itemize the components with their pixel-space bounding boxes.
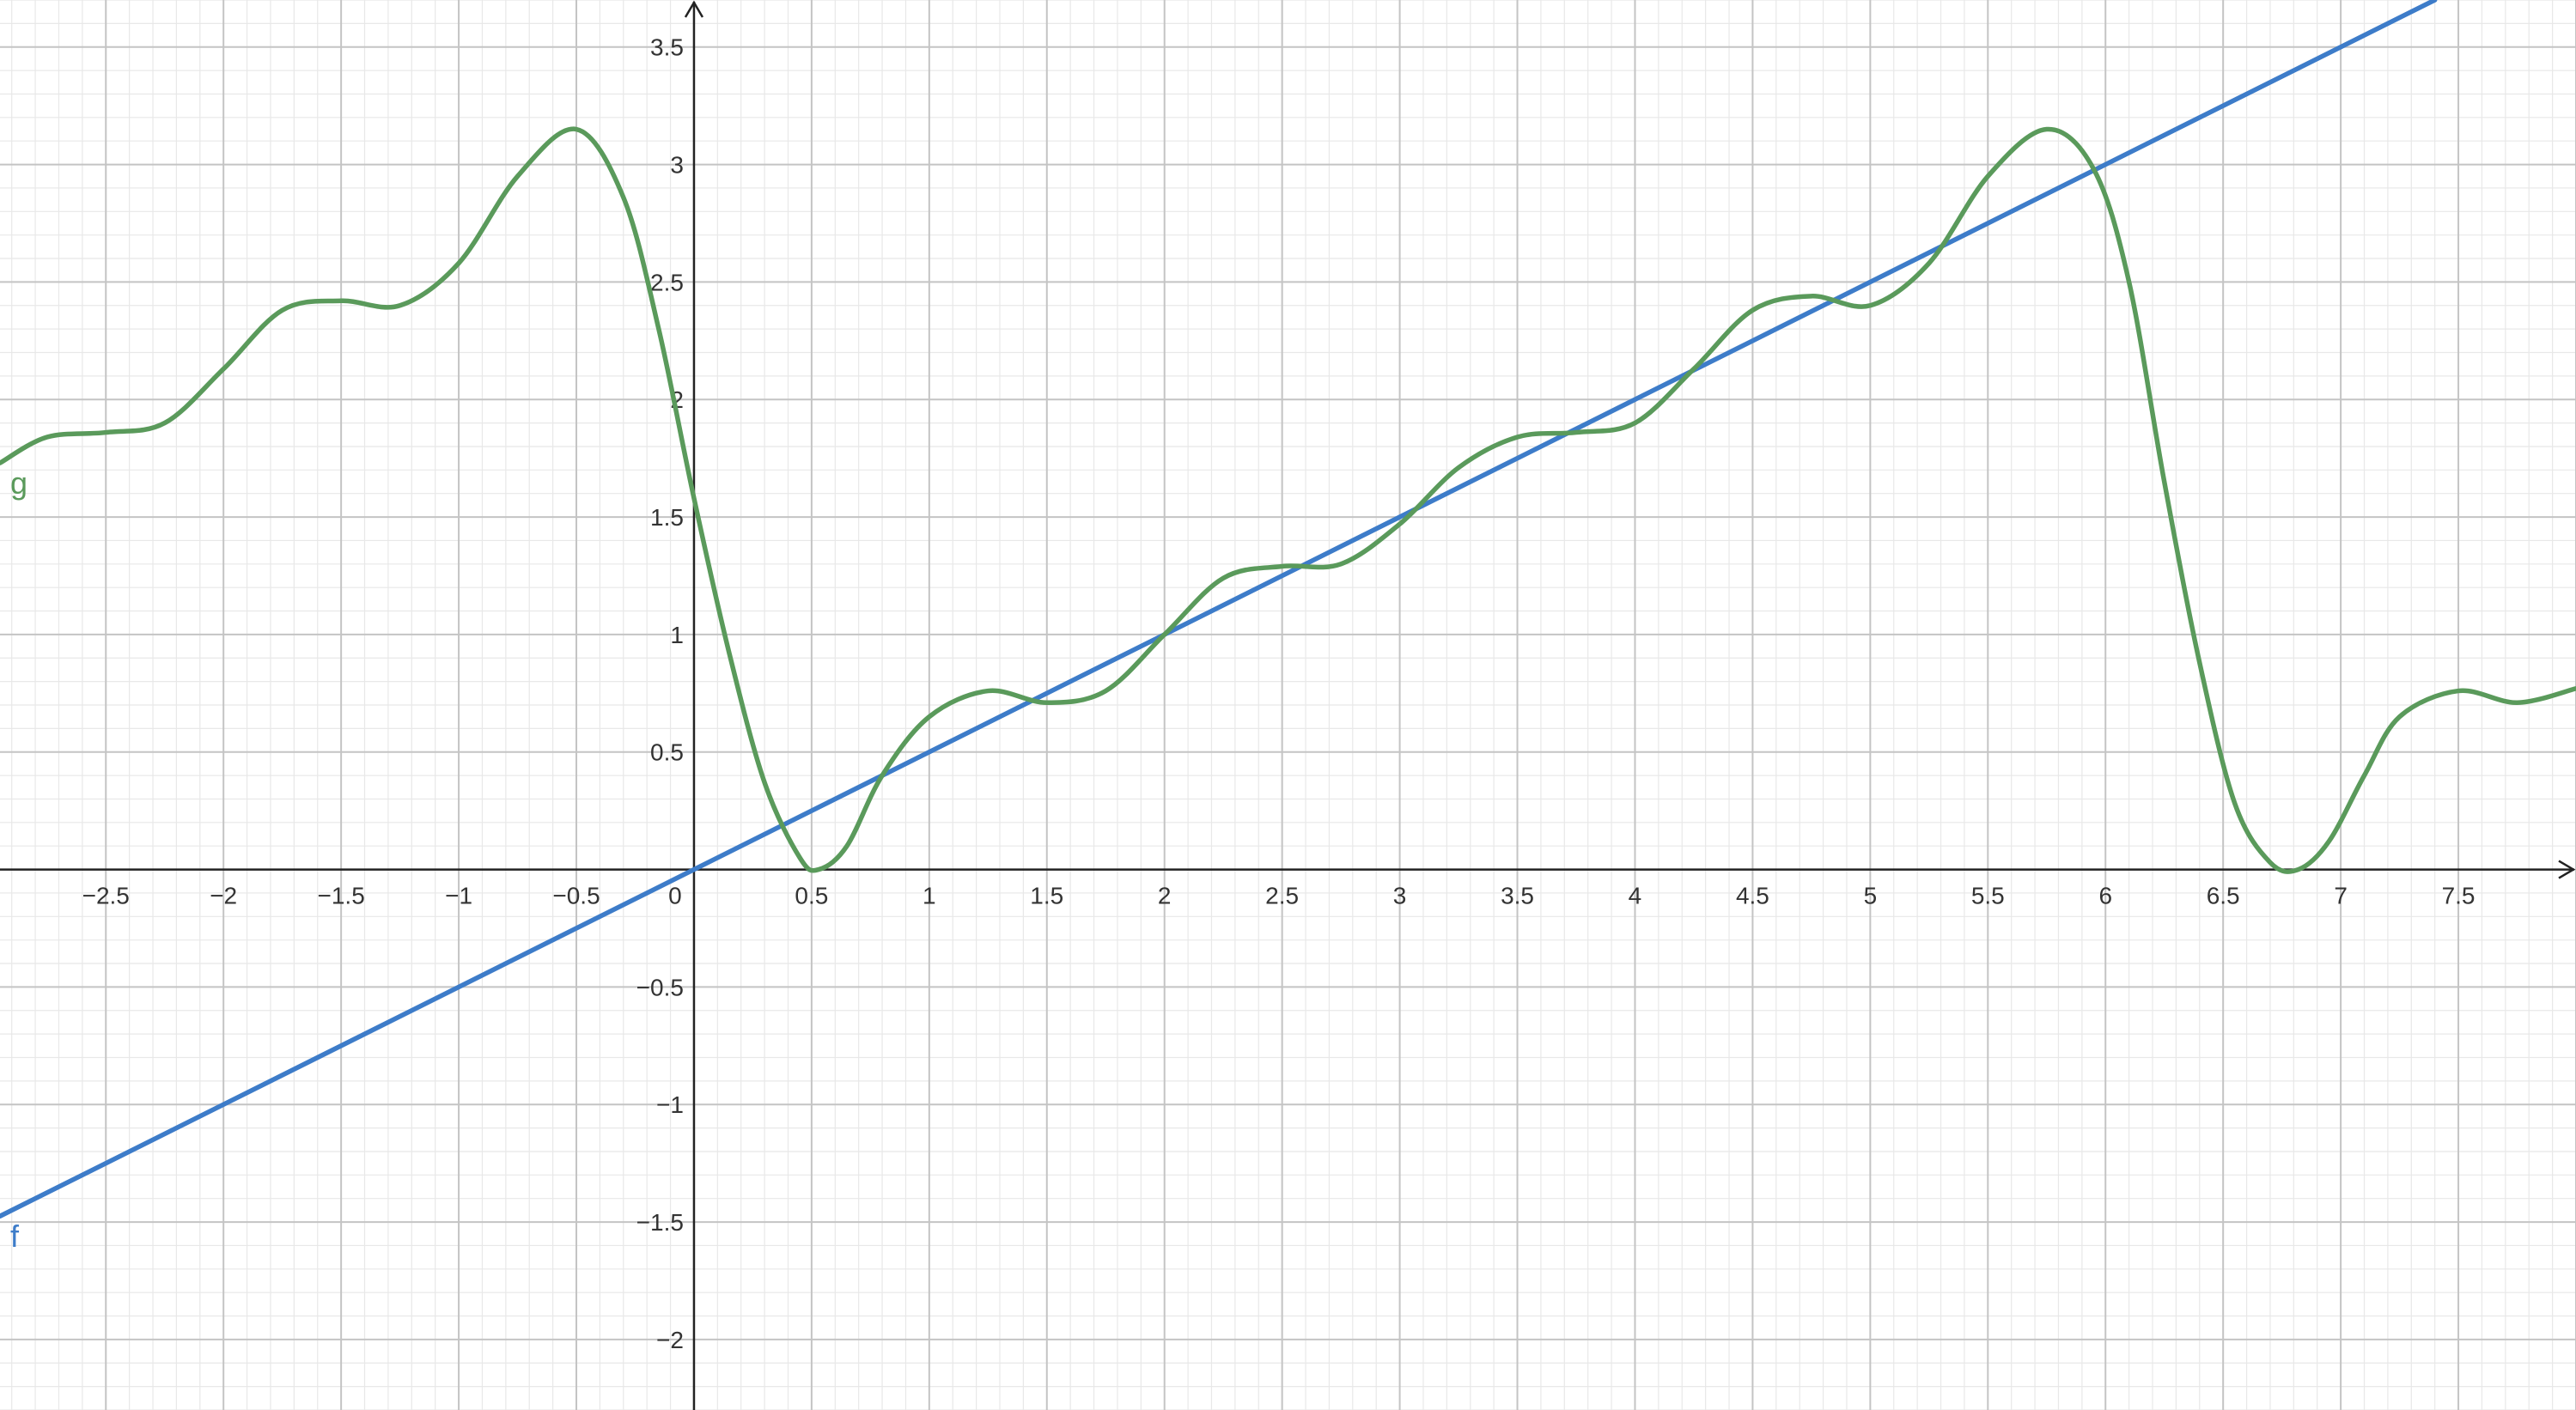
y-tick-label: 0.5: [650, 739, 684, 766]
series-g-label: g: [10, 465, 27, 501]
series-f-line[interactable]: [0, 0, 2438, 1219]
x-tick-label: 2: [1158, 883, 1172, 909]
x-tick-label: −2: [210, 883, 237, 909]
x-tick-label: 6: [2098, 883, 2112, 909]
series-labels: fg: [10, 465, 27, 1254]
x-tick-labels: −2.5 −2 −1.5 −1 −0.5 0 0.5 1 1.5 2 2.5 3 3.5 4 4.5 5 5.5…: [82, 883, 2476, 909]
y-tick-label: −0.5: [636, 974, 684, 1000]
x-tick-label: 5.5: [1971, 883, 2005, 909]
y-tick-label: 2.5: [650, 269, 684, 295]
y-tick-label: 3.5: [650, 34, 684, 61]
x-tick-label: 1.5: [1030, 883, 1063, 909]
x-tick-label: 3: [1393, 883, 1407, 909]
x-tick-label: 0.5: [795, 883, 828, 909]
x-tick-label: 3.5: [1501, 883, 1534, 909]
x-tick-label: 7.5: [2442, 883, 2476, 909]
x-tick-label: 4.5: [1736, 883, 1769, 909]
x-tick-label: 1: [923, 883, 936, 909]
x-tick-label: 4: [1629, 883, 1642, 909]
series-f-label: f: [10, 1219, 20, 1254]
x-tick-label: 2.5: [1265, 883, 1299, 909]
y-tick-labels: −2−1.5−1−0.50.511.522.533.5: [636, 34, 684, 1353]
x-tick-label: 5: [1864, 883, 1878, 909]
series-g-line[interactable]: [0, 126, 2576, 874]
y-tick-label: 3: [670, 152, 684, 179]
x-axis-arrow: [2558, 860, 2576, 879]
x-tick-label: 7: [2334, 883, 2348, 909]
y-tick-label: −1.5: [636, 1209, 684, 1236]
series-layer: [0, 0, 2576, 1219]
y-tick-label: 1.5: [650, 504, 684, 531]
y-tick-label: −2: [656, 1327, 684, 1353]
x-tick-label: −0.5: [552, 883, 600, 909]
x-tick-label: 0: [668, 883, 682, 909]
y-tick-label: −1: [656, 1091, 684, 1118]
y-axis-arrow: [684, 0, 704, 18]
x-tick-label: −2.5: [82, 883, 130, 909]
x-tick-label: 6.5: [2207, 883, 2240, 909]
y-tick-label: 1: [670, 622, 684, 648]
x-tick-label: −1.5: [317, 883, 364, 909]
x-tick-label: −1: [445, 883, 472, 909]
